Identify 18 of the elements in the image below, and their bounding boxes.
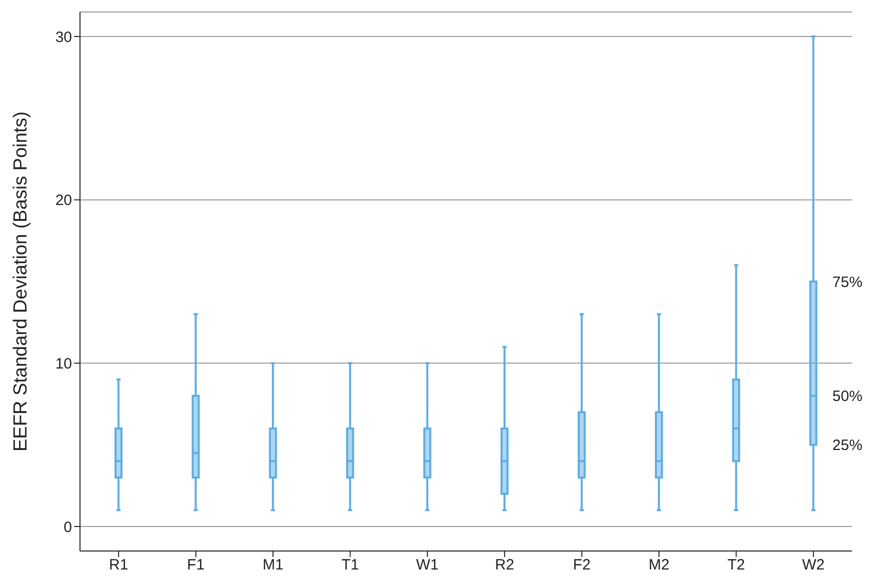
x-tick-label: T2: [727, 556, 745, 574]
y-tick-label: 0: [64, 518, 72, 536]
x-tick-label: R1: [109, 556, 128, 574]
annotation: 25%: [832, 437, 862, 454]
x-tick-label: F1: [187, 556, 205, 574]
x-tick-label: R2: [495, 556, 514, 574]
annotation: 75%: [832, 274, 862, 291]
y-axis-title: EEFR Standard Deviation (Basis Points): [10, 111, 32, 452]
x-tick-label: T1: [341, 556, 359, 574]
y-tick-label: 20: [55, 192, 72, 210]
x-tick-label: M2: [648, 556, 670, 574]
x-tick-label: F2: [573, 556, 591, 574]
x-tick-label: W1: [416, 556, 439, 574]
x-tick-label: W2: [802, 556, 825, 574]
annotation: 50%: [832, 388, 862, 406]
x-tick-label: M1: [262, 556, 284, 574]
y-tick-label: 30: [55, 28, 72, 46]
y-tick-label: 10: [55, 355, 72, 372]
